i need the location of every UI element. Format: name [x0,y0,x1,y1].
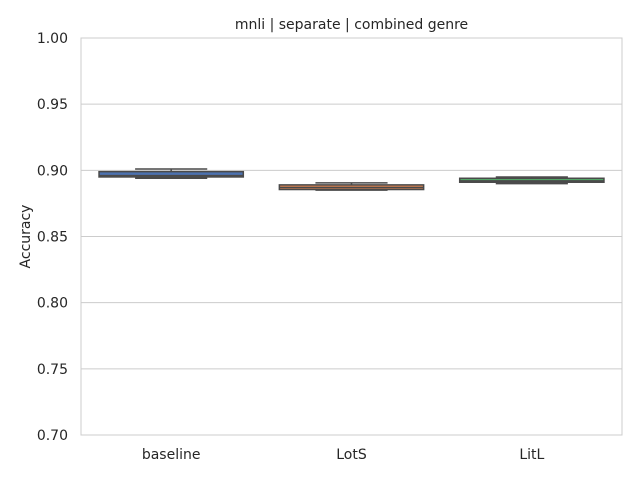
y-tick-label: 0.90 [37,163,68,179]
y-tick-label: 0.75 [37,362,68,378]
box-group [278,182,425,191]
y-tick-label: 0.85 [37,230,68,246]
y-tick-label: 0.80 [37,296,68,312]
box-group [458,176,605,185]
x-tick-label: LitL [519,447,544,463]
y-tick-labels: 0.70 0.75 0.80 0.85 0.90 0.95 1.00 [37,31,68,444]
plot-frame [80,37,623,436]
x-tick-labels: baseline LotS LitL [142,447,545,463]
x-tick-label: baseline [142,447,201,463]
y-axis-label: Accuracy [18,205,34,269]
grid-layer [81,37,622,436]
boxes-layer [98,168,605,191]
box-iqr [98,170,245,178]
y-tick-label: 1.00 [37,31,68,47]
chart-title: mnli | separate | combined genre [235,17,468,33]
box-group [98,168,245,180]
y-tick-label: 0.70 [37,428,68,444]
x-tick-label: LotS [336,447,367,463]
y-tick-label: 0.95 [37,97,68,113]
